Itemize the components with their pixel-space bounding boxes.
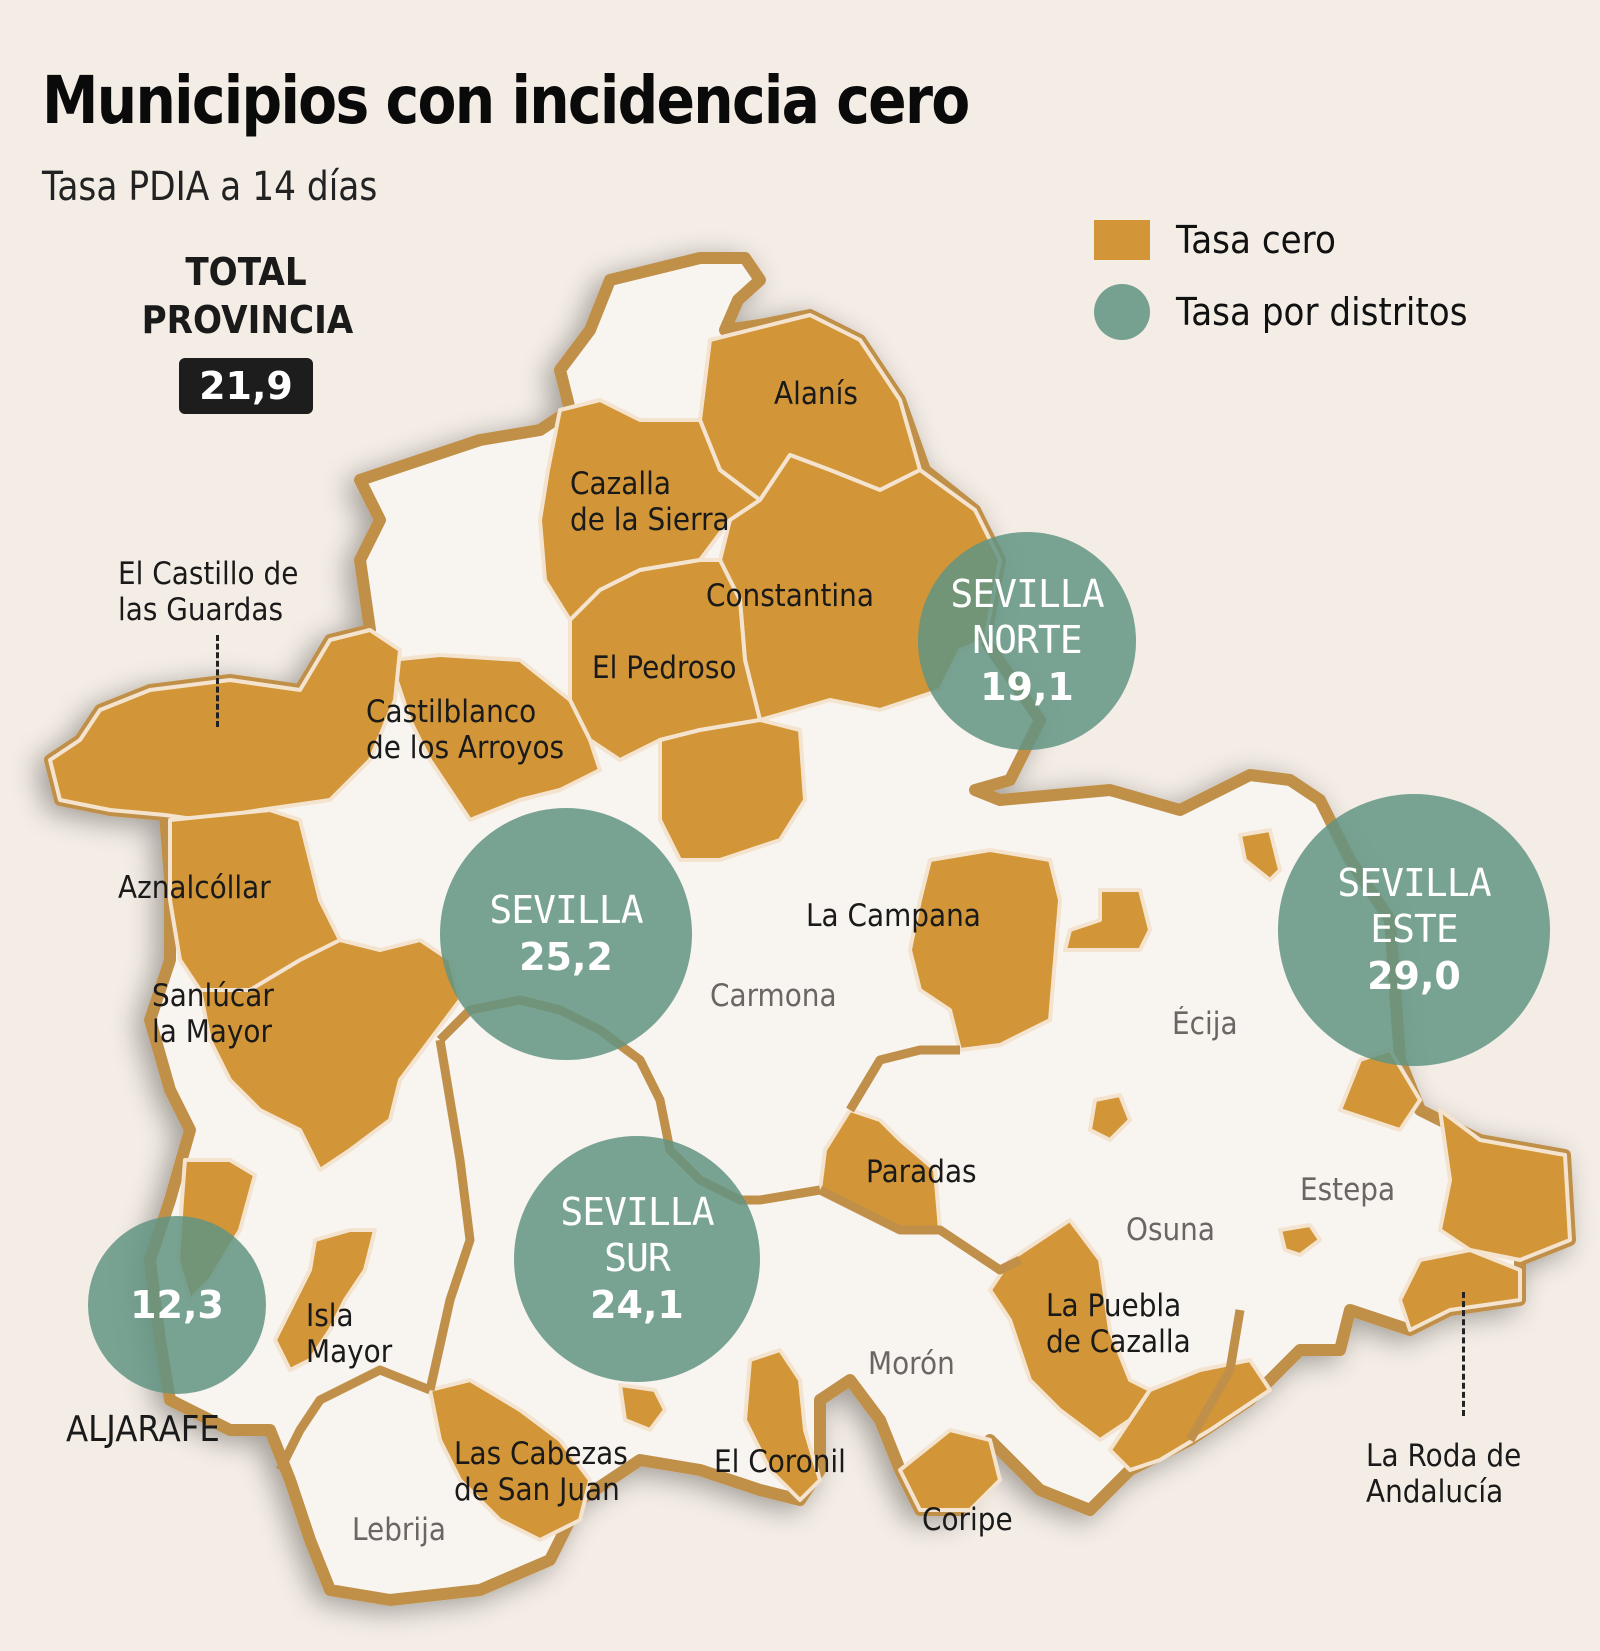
leader-line-la-roda xyxy=(1462,1292,1465,1416)
area-sanlucar xyxy=(198,938,462,1172)
district-name: SEVILLA xyxy=(489,888,643,932)
label-la-campana: La Campana xyxy=(806,898,981,934)
area-osuna-patch xyxy=(1088,1093,1132,1142)
label-aljarafe: ALJARAFE xyxy=(66,1409,220,1450)
district-name: ESTE xyxy=(1370,907,1459,951)
label-isla-mayor-2: Mayor xyxy=(306,1334,393,1370)
label-castilblanco-1: Castilblanco xyxy=(366,694,537,730)
label-cazalla-1: Cazalla xyxy=(570,466,671,502)
district-value: 24,1 xyxy=(590,1283,684,1327)
area-south-east xyxy=(1108,1358,1272,1472)
label-la-puebla-2: de Cazalla xyxy=(1046,1324,1191,1360)
label-castillo-2: las Guardas xyxy=(118,592,283,628)
area-ecija-patch xyxy=(1063,888,1152,952)
label-la-roda-1: La Roda de xyxy=(1366,1438,1522,1474)
district-circle-sevilla-este: SEVILLA ESTE 29,0 xyxy=(1278,794,1550,1066)
area-estepa-east xyxy=(1438,1108,1572,1262)
area-castilblanco xyxy=(388,653,602,822)
district-circle-sevilla-sur: SEVILLA SUR 24,1 xyxy=(514,1136,760,1382)
label-alanis: Alanís xyxy=(774,376,858,412)
district-value: 29,0 xyxy=(1367,954,1461,998)
legend-item-zero-rate: Tasa cero xyxy=(1094,204,1500,276)
district-circle-sevilla-norte: SEVILLA NORTE 19,1 xyxy=(918,532,1136,750)
district-name: SEVILLA xyxy=(950,572,1104,616)
leader-line-castillo xyxy=(216,635,219,727)
label-paradas: Paradas xyxy=(866,1154,977,1190)
label-carmona: Carmona xyxy=(710,978,837,1014)
district-circle-aljarafe: 12,3 xyxy=(88,1216,266,1394)
area-ecija-east-patch xyxy=(1238,828,1282,882)
area-coripe xyxy=(898,1428,1002,1512)
area-el-coronil xyxy=(743,1348,822,1502)
label-estepa: Estepa xyxy=(1300,1172,1396,1208)
label-lebrija: Lebrija xyxy=(352,1512,447,1548)
legend: Tasa cero Tasa por distritos xyxy=(1094,204,1500,348)
district-name: NORTE xyxy=(972,618,1082,662)
label-aznalcollar: Aznalcóllar xyxy=(118,870,271,906)
label-ecija: Écija xyxy=(1172,1006,1238,1042)
label-sanlucar-1: Sanlúcar xyxy=(152,978,274,1014)
page-title: Municipios con incidencia cero xyxy=(42,62,970,139)
district-name: SEVILLA xyxy=(1337,861,1491,905)
legend-label: Tasa por distritos xyxy=(1176,290,1468,334)
area-la-roda xyxy=(1398,1248,1522,1332)
label-la-roda-2: Andalucía xyxy=(1366,1474,1504,1510)
total-label-line2: PROVINCIA xyxy=(141,298,354,342)
label-moron: Morón xyxy=(868,1346,955,1382)
label-castillo-1: El Castillo de xyxy=(118,556,299,592)
label-isla-mayor-1: Isla xyxy=(306,1298,354,1334)
square-swatch-icon xyxy=(1094,220,1150,260)
area-norte-extra xyxy=(658,718,807,862)
area-el-pedroso xyxy=(568,558,762,762)
area-sur-small xyxy=(618,1383,667,1432)
total-value-badge: 21,9 xyxy=(179,358,313,414)
area-la-campana xyxy=(908,848,1062,1052)
label-el-coronil: El Coronil xyxy=(714,1444,846,1480)
label-cazalla-2: de la Sierra xyxy=(570,502,730,538)
legend-item-district-rate: Tasa por distritos xyxy=(1094,276,1500,348)
label-constantina: Constantina xyxy=(706,578,874,614)
district-value: 12,3 xyxy=(130,1283,224,1327)
area-isla-mayor xyxy=(273,1228,377,1372)
district-circle-sevilla: SEVILLA 25,2 xyxy=(440,808,692,1060)
label-osuna: Osuna xyxy=(1126,1212,1215,1248)
district-value: 25,2 xyxy=(519,935,613,979)
page-subtitle: Tasa PDIA a 14 días xyxy=(42,164,378,210)
area-las-cabezas xyxy=(428,1378,592,1542)
total-province-box: TOTAL PROVINCIA 21,9 xyxy=(130,248,362,414)
label-la-puebla-1: La Puebla xyxy=(1046,1288,1182,1324)
area-estepa-patch xyxy=(1278,1223,1322,1257)
total-label-line1: TOTAL xyxy=(185,250,307,294)
label-las-cabezas-1: Las Cabezas xyxy=(454,1436,628,1472)
district-value: 19,1 xyxy=(980,665,1074,709)
district-name: SUR xyxy=(604,1236,671,1280)
label-las-cabezas-2: de San Juan xyxy=(454,1472,620,1508)
area-la-puebla xyxy=(988,1218,1152,1442)
label-el-pedroso: El Pedroso xyxy=(592,650,737,686)
label-coripe: Coripe xyxy=(922,1502,1013,1538)
district-name: SEVILLA xyxy=(560,1190,714,1234)
label-castilblanco-2: de los Arroyos xyxy=(366,730,565,766)
legend-label: Tasa cero xyxy=(1176,218,1336,262)
label-sanlucar-2: la Mayor xyxy=(152,1014,272,1050)
circle-swatch-icon xyxy=(1094,284,1150,340)
